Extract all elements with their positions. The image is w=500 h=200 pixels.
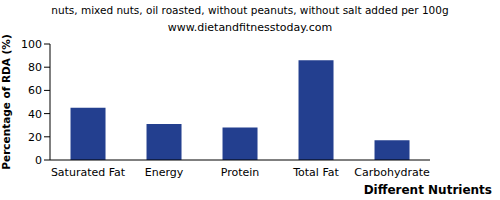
- svg-text:Carbohydrate: Carbohydrate: [354, 166, 430, 179]
- svg-text:0: 0: [35, 154, 42, 167]
- svg-text:Total Fat: Total Fat: [292, 166, 339, 179]
- svg-text:40: 40: [28, 108, 42, 121]
- svg-text:Percentage of RDA (%): Percentage of RDA (%): [8, 34, 12, 169]
- svg-text:100: 100: [21, 38, 42, 51]
- svg-text:60: 60: [28, 84, 42, 97]
- svg-text:80: 80: [28, 61, 42, 74]
- svg-text:20: 20: [28, 131, 42, 144]
- html-text:nuts, mixed nuts, oil roasted,: nuts, mixed nuts, oil roasted, without p…: [51, 4, 449, 16]
- svg-text:Saturated Fat: Saturated Fat: [51, 166, 126, 179]
- svg-text:Protein: Protein: [221, 166, 260, 179]
- html-text:Different Nutrients: Different Nutrients: [363, 183, 492, 197]
- svg-text:Energy: Energy: [145, 166, 184, 179]
- html-text:www.dietandfitnesstoday.com: www.dietandfitnesstoday.com: [167, 21, 333, 34]
